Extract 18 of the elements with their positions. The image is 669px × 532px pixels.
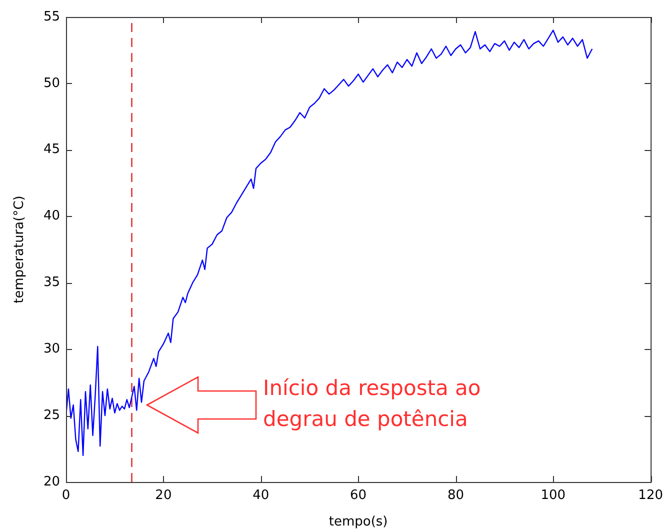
x-tick-label: 120 [638,488,664,504]
y-tick-label: 20 [43,474,60,490]
x-tick-label: 0 [62,488,70,504]
y-tick-label: 35 [43,275,60,290]
annotation: Início da resposta ao degrau de potência [263,375,482,433]
x-axis-title: tempo(s) [328,514,388,530]
x-tick-label: 20 [155,488,172,504]
y-tick-label: 55 [43,9,60,24]
x-tick-label: 80 [447,488,464,504]
x-tick-label: 100 [540,488,566,504]
y-tick-label: 50 [43,76,60,91]
y-tick-label: 40 [43,208,60,224]
y-tick-label: 30 [43,342,60,357]
x-tick-label: 60 [350,488,367,504]
y-axis-title: temperatura(°C) [12,196,28,304]
x-tick-label: 40 [252,488,270,504]
y-tick-label: 25 [43,408,60,423]
y-tick-label: 45 [43,142,60,158]
